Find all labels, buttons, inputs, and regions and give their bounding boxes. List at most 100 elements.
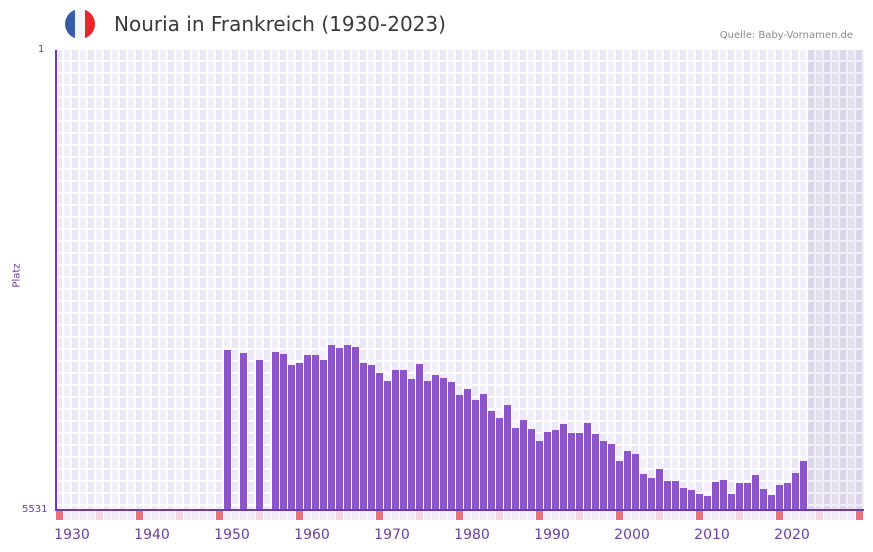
y-tick-bottom: 5531 (22, 504, 48, 515)
year-marker (848, 511, 855, 520)
bar-1979 (448, 381, 455, 510)
bar-1983 (480, 394, 487, 510)
year-marker (128, 511, 135, 520)
bar-2016 (744, 483, 751, 510)
bar-1962 (312, 355, 319, 510)
x-tick-label: 2000 (614, 527, 650, 543)
plot-area (56, 50, 864, 510)
bar-1963 (320, 360, 327, 510)
bar-2017 (752, 475, 759, 510)
year-marker (712, 511, 719, 520)
year-marker (304, 511, 311, 520)
year-marker (208, 511, 215, 520)
flag-stripe-white (75, 9, 85, 39)
x-tick-label: 1930 (54, 527, 90, 543)
bar-1997 (592, 434, 599, 510)
year-marker (400, 511, 407, 520)
year-marker (200, 511, 207, 520)
year-marker (320, 511, 327, 520)
bar-2018 (760, 489, 767, 510)
bar-2010 (696, 494, 703, 510)
year-marker (552, 511, 559, 520)
bar-2003 (640, 474, 647, 510)
year-marker (744, 511, 751, 520)
year-marker (360, 511, 367, 520)
bar-1967 (352, 347, 359, 510)
bar-1960 (296, 363, 303, 510)
year-marker (584, 511, 591, 520)
year-marker (160, 511, 167, 520)
year-marker-row (56, 511, 864, 520)
year-marker (384, 511, 391, 520)
bar-1991 (544, 432, 551, 510)
year-marker (496, 511, 503, 520)
year-marker (192, 511, 199, 520)
year-marker (784, 511, 791, 520)
year-marker (528, 511, 535, 520)
year-marker (328, 511, 335, 520)
bar-2008 (680, 488, 687, 510)
x-tick-label: 2010 (694, 527, 730, 543)
bar-1992 (552, 429, 559, 510)
year-marker (464, 511, 471, 520)
bar-1957 (272, 352, 279, 510)
year-marker (88, 511, 95, 520)
decade-marker (456, 511, 463, 520)
year-marker (704, 511, 711, 520)
bar-2007 (672, 481, 679, 510)
bar-1971 (384, 380, 391, 510)
bar-2014 (728, 494, 735, 510)
year-marker (288, 511, 295, 520)
year-marker (608, 511, 615, 520)
year-marker (800, 511, 807, 520)
y-axis-title: Platz (11, 263, 23, 288)
decade-marker (536, 511, 543, 520)
bar-1989 (528, 428, 535, 510)
decade-marker (296, 511, 303, 520)
year-marker (96, 511, 103, 520)
bar-1964 (328, 345, 335, 510)
year-marker (688, 511, 695, 520)
bar-1976 (424, 380, 431, 510)
x-tick-label: 2020 (774, 527, 810, 543)
year-marker (816, 511, 823, 520)
year-marker (480, 511, 487, 520)
bar-1987 (512, 427, 519, 510)
x-axis-line (55, 509, 864, 511)
x-tick-label: 1960 (294, 527, 330, 543)
year-marker (256, 511, 263, 520)
year-marker (64, 511, 71, 520)
year-marker (344, 511, 351, 520)
bar-1995 (576, 433, 583, 510)
year-marker (504, 511, 511, 520)
year-marker (824, 511, 831, 520)
chart-title: Nouria in Frankreich (1930-2023) (114, 12, 446, 36)
bar-1986 (504, 405, 511, 510)
bar-1958 (280, 354, 287, 510)
year-marker (144, 511, 151, 520)
bar-2022 (792, 473, 799, 510)
bar-1973 (400, 370, 407, 510)
year-marker (736, 511, 743, 520)
bar-2021 (784, 483, 791, 510)
bar-1968 (360, 363, 367, 510)
year-marker (120, 511, 127, 520)
bar-2013 (720, 480, 727, 510)
x-tick-label: 1990 (534, 527, 570, 543)
x-tick-label: 1980 (454, 527, 490, 543)
year-marker (600, 511, 607, 520)
year-marker (368, 511, 375, 520)
bar-1965 (336, 348, 343, 510)
decade-marker (216, 511, 223, 520)
bar-1993 (560, 423, 567, 510)
year-marker (312, 511, 319, 520)
year-marker (72, 511, 79, 520)
year-marker (184, 511, 191, 520)
decade-marker (376, 511, 383, 520)
bar-1988 (520, 419, 527, 510)
bar-1980 (456, 395, 463, 510)
year-marker (680, 511, 687, 520)
bar-1984 (488, 411, 495, 510)
bar-1998 (600, 441, 607, 510)
year-marker (672, 511, 679, 520)
